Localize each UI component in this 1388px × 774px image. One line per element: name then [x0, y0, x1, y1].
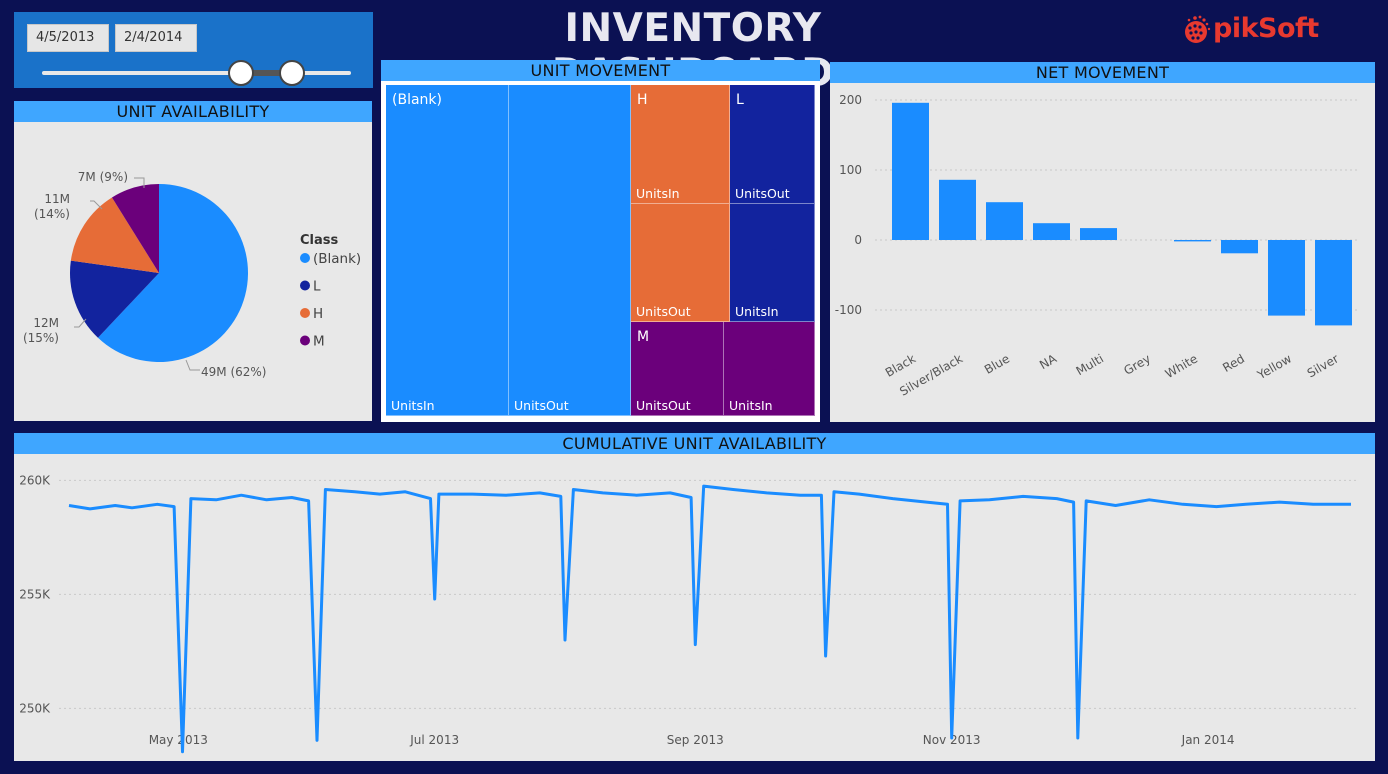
start-date-input[interactable]: 4/5/2013 — [27, 24, 109, 52]
end-date-input[interactable]: 2/4/2014 — [115, 24, 197, 52]
treemap-tile-l-unitsout[interactable]: L UnitsOut — [730, 85, 815, 204]
treemap-group-label: H — [637, 92, 648, 108]
bar-black[interactable] — [892, 102, 929, 240]
treemap-tile-m-unitsin[interactable]: UnitsIn — [724, 322, 815, 416]
y-tick-label: 100 — [839, 163, 862, 177]
x-tick-label: NA — [1037, 351, 1060, 372]
cumulative-availability-title: CUMULATIVE UNIT AVAILABILITY — [14, 433, 1375, 454]
pie-label-leader — [90, 200, 103, 210]
treemap-tile-label: UnitsOut — [636, 398, 691, 413]
pie-data-label: 11M — [44, 192, 70, 206]
x-tick-label: Multi — [1074, 351, 1106, 378]
pie-label-leader — [74, 318, 87, 328]
pie-data-label: (14%) — [34, 207, 70, 221]
treemap-tile-blank-unitsin[interactable]: (Blank) UnitsIn — [386, 85, 509, 416]
logo-text: pikSoft — [1213, 13, 1319, 44]
x-tick-label: Black — [883, 351, 918, 379]
bar-silver[interactable] — [1315, 240, 1352, 326]
pie-data-label: 12M — [33, 316, 59, 330]
x-tick-label: Grey — [1121, 351, 1153, 377]
x-tick-label: May 2013 — [149, 733, 208, 747]
treemap-tile-label: UnitsOut — [514, 398, 569, 413]
bar-yellow[interactable] — [1268, 240, 1305, 316]
treemap-tile-m-unitsout[interactable]: M UnitsOut — [631, 322, 724, 416]
cumulative-availability-panel: CUMULATIVE UNIT AVAILABILITY 260K 255K 250… — [14, 433, 1375, 761]
legend-item-label[interactable]: H — [313, 306, 323, 322]
bar-white[interactable] — [1174, 240, 1211, 242]
pie-slice-blank[interactable] — [97, 184, 248, 362]
x-tick-label: Jul 2013 — [409, 733, 459, 747]
unit-availability-panel: UNIT AVAILABILITY 49M (62%) 12M (15%) 11M (1… — [14, 101, 372, 421]
unit-movement-panel: UNIT MOVEMENT (Blank) UnitsIn UnitsOut H… — [381, 60, 820, 422]
x-tick-label: Yellow — [1254, 351, 1294, 382]
x-tick-label: Red — [1220, 351, 1247, 375]
treemap-group-label: L — [736, 92, 744, 108]
date-slider-range — [240, 70, 292, 76]
treemap-group-label: M — [637, 329, 650, 345]
y-tick-label: 0 — [854, 233, 862, 247]
pie-slice-m[interactable] — [111, 184, 159, 273]
bar-red[interactable] — [1221, 240, 1258, 254]
treemap-tile-label: UnitsIn — [391, 398, 435, 413]
legend-marker — [300, 253, 310, 263]
pie-data-label: (15%) — [23, 331, 59, 345]
logo-dots-icon — [1185, 15, 1211, 43]
pie-data-label: 7M (9%) — [78, 170, 128, 184]
y-tick-label: -100 — [835, 303, 862, 317]
y-tick-label: 255K — [19, 587, 51, 601]
x-tick-label: Sep 2013 — [667, 733, 724, 747]
x-tick-label: Blue — [982, 351, 1012, 376]
treemap-tile-label: UnitsOut — [636, 304, 691, 319]
bar-silver-black[interactable] — [939, 179, 976, 240]
x-tick-label: Nov 2013 — [923, 733, 981, 747]
y-tick-label: 200 — [839, 93, 862, 107]
treemap-tile-h-unitsin[interactable]: H UnitsIn — [631, 85, 730, 204]
y-tick-label: 250K — [19, 701, 51, 715]
treemap-tile-label: UnitsOut — [735, 186, 790, 201]
cumulative-availability-line[interactable] — [68, 484, 1351, 754]
x-tick-label: Silver — [1305, 351, 1341, 380]
legend-item-label[interactable]: M — [313, 334, 325, 350]
x-tick-label: Jan 2014 — [1181, 733, 1235, 747]
legend-marker — [300, 308, 310, 318]
treemap-tile-label: UnitsIn — [636, 186, 680, 201]
unit-availability-title: UNIT AVAILABILITY — [14, 101, 372, 122]
pie-label-leader — [134, 177, 145, 188]
bar-multi[interactable] — [1080, 228, 1117, 240]
legend-marker — [300, 335, 310, 346]
bar-blue[interactable] — [986, 202, 1023, 240]
legend-title: Class — [300, 233, 339, 248]
y-tick-label: 260K — [19, 473, 51, 487]
pie-slice-l[interactable] — [70, 260, 159, 338]
unit-movement-treemap: (Blank) UnitsIn UnitsOut H UnitsIn Units… — [386, 85, 815, 416]
company-logo: pikSoft — [1183, 12, 1333, 52]
legend-item-label[interactable]: L — [313, 279, 321, 295]
bar-na[interactable] — [1033, 223, 1070, 240]
unit-availability-pie-chart: 49M (62%) 12M(15%) 11M(14%) 7M (9%) Class (… — [23, 170, 361, 379]
pie-data-label: 49M (62%) — [201, 365, 266, 379]
net-movement-panel: NET MOVEMENT 200 100 0 -100 Black Silver/Blac… — [830, 62, 1375, 422]
legend-marker — [300, 280, 310, 291]
net-movement-title: NET MOVEMENT — [830, 62, 1375, 83]
x-tick-label: White — [1163, 351, 1200, 381]
treemap-group-label: (Blank) — [392, 92, 442, 108]
pie-slice-h[interactable] — [70, 197, 159, 273]
treemap-tile-label: UnitsIn — [735, 304, 779, 319]
date-range-slicer: 4/5/2013 2/4/2014 — [14, 12, 373, 88]
unit-movement-title: UNIT MOVEMENT — [381, 60, 820, 81]
legend-item-label[interactable]: (Blank) — [313, 251, 361, 267]
slider-start-handle[interactable] — [228, 60, 254, 86]
cumulative-availability-line-chart: 260K 255K 250K May 2013 Jul 2013 Sep 2013 Nov … — [19, 473, 1359, 754]
treemap-tile-label: UnitsIn — [729, 398, 773, 413]
pie-label-leader — [185, 359, 200, 371]
treemap-tile-blank-unitsout[interactable]: UnitsOut — [509, 85, 631, 416]
treemap-tile-h-unitsout[interactable]: UnitsOut — [631, 204, 730, 322]
slider-end-handle[interactable] — [279, 60, 305, 86]
treemap-tile-l-unitsin[interactable]: UnitsIn — [730, 204, 815, 322]
date-slider-track[interactable] — [42, 71, 351, 75]
